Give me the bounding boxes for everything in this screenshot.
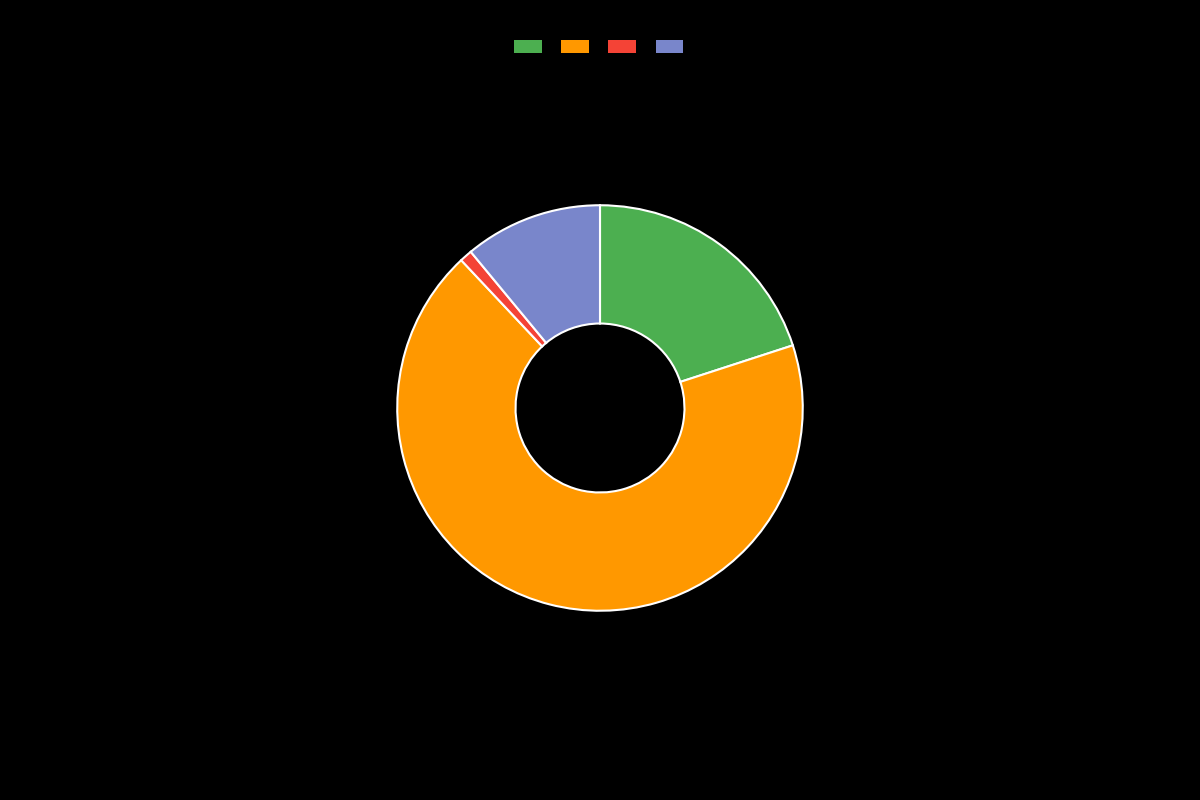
Wedge shape <box>461 252 546 346</box>
Wedge shape <box>470 206 600 343</box>
Wedge shape <box>600 206 793 382</box>
Wedge shape <box>397 260 803 610</box>
Legend: , , , : , , , <box>509 34 691 60</box>
